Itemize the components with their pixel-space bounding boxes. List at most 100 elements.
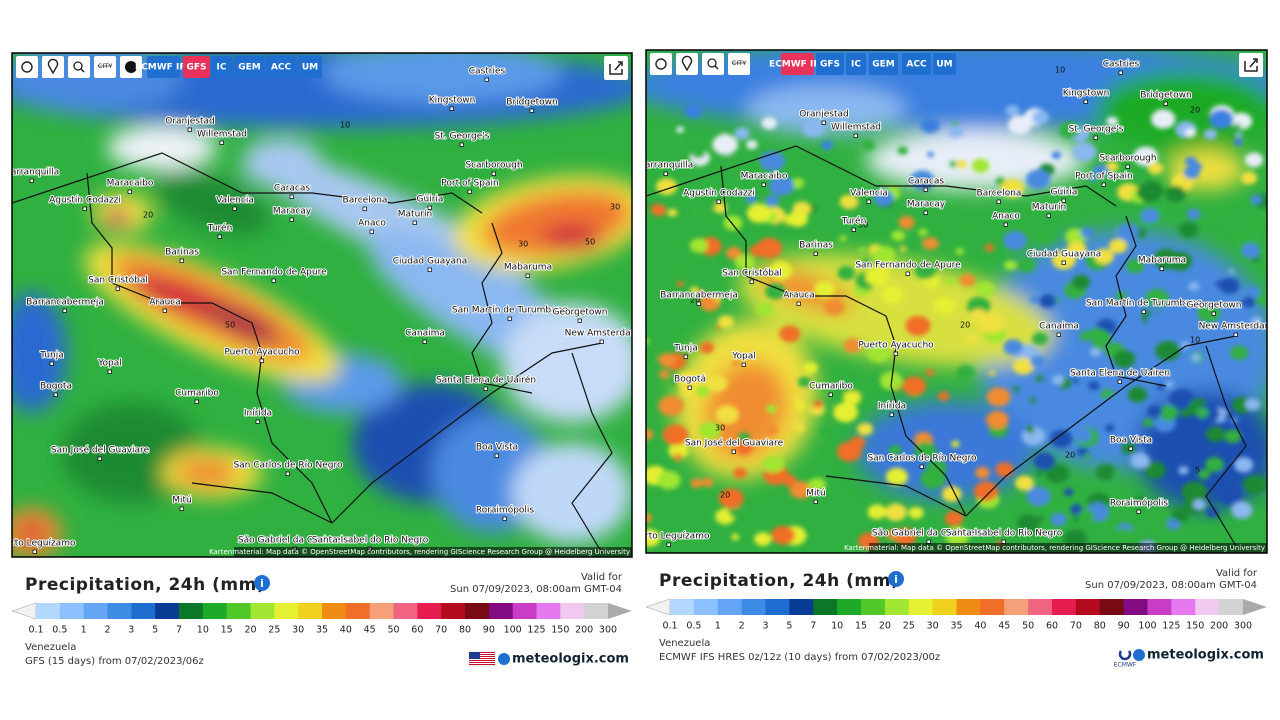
model-button[interactable]: [902, 53, 931, 75]
precip-cell: [749, 244, 765, 257]
city-dot: [483, 386, 488, 391]
city-label: Santa Elena de Uairen: [1070, 369, 1170, 379]
city-dot: [851, 227, 856, 232]
locate-button[interactable]: [676, 53, 698, 75]
precip-cell: [699, 342, 715, 354]
border-line: [646, 145, 1117, 207]
city-toggle[interactable]: [728, 53, 750, 75]
map-value-label: 20: [1065, 451, 1075, 460]
city-dot: [1101, 182, 1106, 187]
model-button[interactable]: [846, 53, 866, 75]
model-button[interactable]: [869, 53, 898, 75]
model-button[interactable]: [298, 56, 322, 78]
precip-cell: [1137, 448, 1145, 454]
precip-cell: [726, 246, 742, 260]
legend-title: Precipitation, 24h (mm): [25, 575, 265, 595]
city-label: San Cristóbal: [88, 275, 148, 286]
colorbar-label: 3: [128, 625, 134, 636]
us-flag-stripe: [469, 662, 495, 663]
precip-cell: [995, 462, 1014, 478]
precip-cell: [1096, 146, 1116, 162]
model-button[interactable]: [816, 53, 844, 75]
precip-cell: [1242, 296, 1256, 308]
model-button[interactable]: [781, 53, 814, 75]
precip-cell: [839, 235, 847, 242]
precip-cell: [836, 441, 862, 462]
city-label: San Carlos de Río Negro: [867, 454, 977, 464]
model-button[interactable]: [147, 56, 180, 78]
model-button[interactable]: [933, 53, 956, 75]
info-icon[interactable]: [254, 575, 270, 591]
precip-cell: [971, 158, 990, 173]
precip-cell: [1039, 294, 1057, 308]
refresh-button[interactable]: [650, 53, 672, 75]
colorbar-cell: [693, 599, 719, 615]
city-dot: [893, 351, 898, 356]
valid-label: Valid for: [581, 572, 623, 583]
precip-cell: [1108, 238, 1128, 254]
zoom-button[interactable]: [702, 53, 724, 75]
precip-cell: [1178, 221, 1199, 238]
precip-cell: [784, 213, 799, 225]
city-toggle-label: CITY: [732, 59, 746, 67]
model-button[interactable]: [183, 56, 210, 78]
city-dot: [427, 205, 432, 210]
city-label: Roraimópolis: [1110, 498, 1169, 509]
precip-cell: [902, 376, 927, 396]
map-value-label: 20: [1190, 106, 1200, 115]
city-dot: [502, 516, 507, 521]
colorbar-label: 3: [762, 621, 768, 632]
precip-cell: [1205, 456, 1224, 472]
precip-cell: [1051, 250, 1076, 270]
model-button[interactable]: [211, 56, 232, 78]
city-dot: [194, 399, 199, 404]
colorbar-label: 25: [903, 621, 915, 632]
precip-cell: [945, 277, 956, 286]
city-dot: [919, 464, 924, 469]
precip-cell: [1073, 427, 1092, 443]
model-button[interactable]: [266, 56, 296, 78]
refresh-button[interactable]: [16, 56, 38, 78]
precip-cell: [1045, 463, 1070, 484]
city-label: Ciudad Guayana: [1027, 250, 1102, 260]
colorbar-cell: [155, 603, 180, 619]
city-dot: [696, 301, 701, 306]
city-toggle[interactable]: [94, 56, 116, 78]
brand-logo: [498, 653, 510, 665]
city-label: New Amsterdam: [1199, 322, 1274, 332]
colorbar-label: 300: [599, 625, 617, 636]
precip-cell: [1003, 231, 1028, 251]
precip-cell: [1217, 485, 1243, 506]
info-icon[interactable]: [888, 571, 904, 587]
city-dot: [529, 108, 534, 113]
precip-cell: [754, 532, 772, 547]
precip-cell: [914, 441, 937, 460]
border-line: [331, 342, 603, 524]
model-button[interactable]: [235, 56, 264, 78]
locate-button[interactable]: [42, 56, 64, 78]
city-dot: [599, 339, 604, 344]
us-flag-canton: [469, 652, 480, 659]
precip-cell: [822, 236, 836, 247]
precip-cell: [1148, 304, 1158, 312]
city-dot: [32, 549, 37, 554]
precip-cell: [872, 246, 896, 265]
precip-cell: [662, 424, 689, 446]
precip-cell: [725, 251, 733, 257]
precip-cell: [934, 297, 956, 315]
info-icon-glyph: i: [260, 577, 264, 590]
precip-cell: [1088, 381, 1100, 391]
city-dot: [53, 392, 58, 397]
city-label: Tunja: [673, 344, 698, 354]
city-dot: [813, 251, 818, 256]
city-label: Maracay: [907, 200, 946, 210]
precip-cell: [950, 132, 958, 138]
precip-cell: [918, 228, 928, 236]
zoom-button[interactable]: [68, 56, 90, 78]
precip-cell: [1235, 132, 1243, 139]
precip-cell: [1181, 481, 1208, 502]
precip-cell: [803, 362, 818, 374]
city-label: Turén: [841, 216, 867, 227]
city-dot: [683, 354, 688, 359]
precip-cell: [1165, 185, 1186, 203]
